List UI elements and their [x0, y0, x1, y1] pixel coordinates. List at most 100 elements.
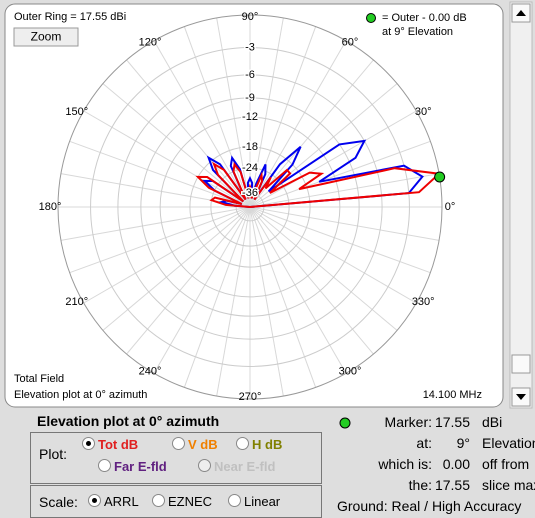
spoke [153, 206, 251, 374]
marker-cell: Elevation [482, 435, 535, 451]
legend-text: = Outer - 0.00 dB [382, 12, 467, 24]
marker-dot [338, 416, 352, 430]
marker-cell: Marker: [384, 414, 432, 430]
ring-label: -6 [245, 69, 255, 81]
option[interactable]: H dB [236, 437, 282, 452]
scale-option[interactable]: Linear [228, 494, 280, 509]
ring-label: -24 [242, 162, 258, 174]
frequency: 14.100 MHz [423, 389, 482, 401]
ground-label: Ground: [337, 498, 388, 514]
angle-label: 270° [239, 391, 262, 403]
spoke [249, 206, 284, 397]
spoke [69, 140, 251, 208]
marker-cell: off from [482, 456, 530, 472]
spoke [249, 206, 347, 374]
marker-cell: 17.55 [434, 414, 470, 430]
plot-area: Outer Ring = 17.55 dBi Zoom = Outer - 0.… [4, 1, 533, 409]
grid-ring [189, 146, 311, 268]
angle-label: 60° [342, 36, 359, 48]
option-label: H dB [252, 437, 283, 452]
marker-cell: 17.55 [434, 477, 470, 493]
dot-circle [339, 417, 351, 429]
zoom-label: Zoom [31, 30, 62, 44]
grid-ring [235, 192, 265, 222]
grid-ring [90, 47, 410, 367]
grid [57, 14, 443, 400]
scale-option[interactable]: EZNEC [152, 494, 212, 509]
spoke [249, 17, 284, 208]
angle-label: 210° [65, 296, 88, 308]
scale-label: Scale: [39, 494, 78, 510]
spoke [60, 206, 251, 241]
option[interactable]: V dB [172, 437, 218, 452]
spoke [249, 206, 417, 304]
angle-label: 300° [339, 365, 362, 377]
marker [434, 171, 446, 183]
spoke [183, 206, 251, 388]
spoke [249, 206, 317, 388]
spoke [249, 206, 374, 355]
note: Total Field [14, 373, 64, 385]
plot-label: Plot: [39, 446, 68, 462]
option-label: EZNEC [168, 494, 213, 509]
panel-title: Elevation plot at 0° azimuth [37, 413, 220, 429]
spoke [249, 206, 398, 331]
angle-label: 150° [65, 106, 88, 118]
marker-cell: at: [416, 435, 432, 451]
angle-label: 120° [139, 36, 162, 48]
option[interactable]: Far E-fld [98, 459, 167, 474]
outer-ring-label: Outer Ring = 17.55 dBi [14, 11, 126, 23]
spoke [249, 206, 431, 274]
marker-cell: the: [408, 477, 432, 493]
ground: Ground: Real / High Accuracy [337, 498, 521, 514]
marker-cell: slice max [482, 477, 535, 493]
option-label: Far E-fld [114, 459, 167, 474]
ring-label: -36 [242, 187, 258, 199]
arrow [516, 10, 526, 16]
option: Near E-fld [198, 459, 275, 474]
option[interactable]: Tot dB [82, 437, 138, 452]
legend-dot [366, 13, 376, 23]
spoke [69, 206, 251, 274]
spoke [249, 140, 431, 208]
spoke [183, 26, 251, 208]
grid-ring [140, 97, 360, 317]
angle-label: 330° [412, 296, 435, 308]
ring-label: -3 [245, 41, 255, 53]
scroll-thumb[interactable] [511, 354, 531, 374]
scale-option[interactable]: ARRL [88, 494, 139, 509]
spoke [249, 40, 347, 208]
angle-label: 0° [445, 201, 456, 213]
grid-ring [117, 74, 383, 340]
spoke [102, 83, 251, 208]
outer-ring [57, 14, 443, 400]
spoke [83, 206, 251, 304]
spoke [216, 206, 251, 397]
spoke [249, 110, 417, 208]
spoke [126, 206, 251, 355]
spoke [102, 206, 251, 331]
spoke [126, 59, 251, 208]
angle-label: 240° [139, 365, 162, 377]
pattern-trace [195, 161, 442, 208]
marker-cell: which is: [378, 456, 432, 472]
option-label: ARRL [104, 494, 139, 509]
dot [339, 417, 351, 429]
angle-label: 30° [415, 106, 432, 118]
option-label: Linear [244, 494, 281, 509]
ring-label: -18 [242, 141, 258, 153]
legend-text: at 9° Elevation [382, 26, 453, 38]
ground-value: Real / High Accuracy [391, 498, 522, 514]
ring-label: -12 [242, 111, 258, 123]
zoom-button[interactable] [13, 27, 79, 47]
plot-box [30, 432, 322, 484]
grid-ring [210, 167, 290, 247]
scrollbar[interactable] [509, 1, 533, 409]
arrow [516, 394, 526, 400]
angle-label: 180° [39, 201, 62, 213]
spoke [249, 206, 440, 241]
spoke [216, 17, 251, 208]
marker-cell: 9° [456, 435, 470, 451]
spoke [153, 40, 251, 208]
